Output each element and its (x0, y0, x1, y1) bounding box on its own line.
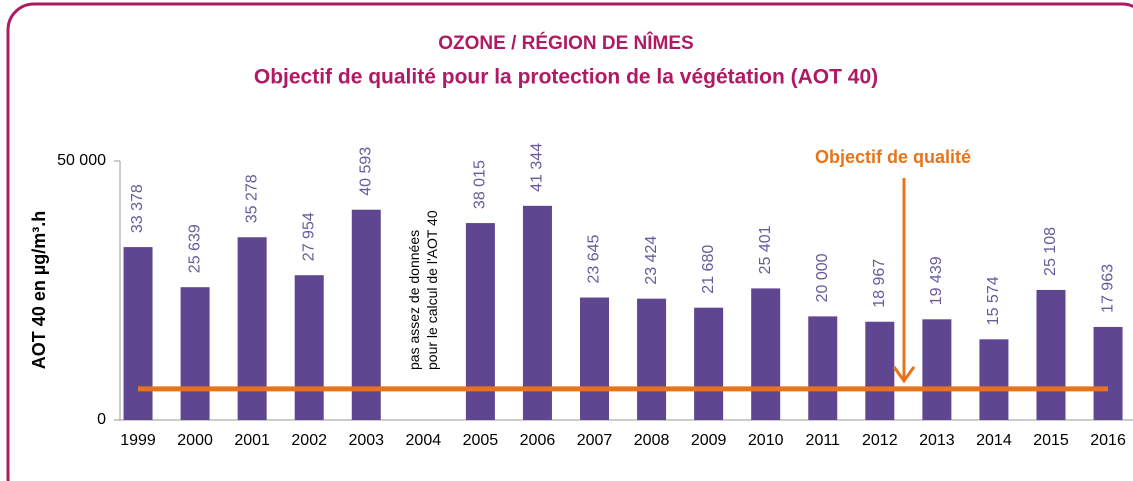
bar (922, 319, 952, 420)
frame (6, 2, 1133, 481)
value-label: 23 645 (586, 234, 603, 283)
value-label: 23 424 (643, 236, 660, 285)
bar (979, 339, 1009, 420)
x-tick-label: 2000 (177, 432, 213, 449)
bar (865, 321, 895, 420)
value-label: 33 378 (129, 184, 146, 233)
x-tick-label: 2005 (463, 432, 499, 449)
annotation: pas assez de données (406, 230, 422, 370)
chart-title: OZONE / RÉGION DE NÎMES (438, 32, 693, 54)
value-label: 41 344 (529, 143, 546, 192)
x-tick-label: 2008 (634, 432, 670, 449)
x-tick-label: 2014 (976, 432, 1012, 449)
value-label: 35 278 (243, 174, 260, 223)
value-label: 27 954 (300, 212, 317, 261)
x-tick-label: 2009 (691, 432, 727, 449)
bar (580, 297, 610, 420)
bar (751, 288, 781, 420)
bar (637, 298, 667, 420)
x-tick-label: 2010 (748, 432, 784, 449)
x-tick-label: 2004 (406, 432, 442, 449)
x-tick-label: 2006 (520, 432, 556, 449)
value-label: 38 015 (472, 160, 489, 209)
bar (1036, 289, 1066, 420)
bar (351, 209, 381, 420)
value-label: 25 108 (1042, 227, 1059, 276)
value-label: 25 401 (757, 225, 774, 274)
bar (123, 247, 153, 420)
value-label: 18 967 (871, 259, 888, 308)
x-tick-label: 2012 (862, 432, 898, 449)
bar (237, 237, 267, 420)
x-tick-label: 2001 (234, 432, 270, 449)
y-tick-label: 0 (97, 411, 106, 428)
bar (694, 307, 724, 420)
x-tick-label: 1999 (120, 432, 156, 449)
x-tick-label: 2013 (919, 432, 955, 449)
value-label: 40 593 (357, 147, 374, 196)
value-label: 25 639 (186, 224, 203, 273)
annotation: pour le calcul de l'AOT 40 (424, 210, 440, 370)
value-label: 20 000 (814, 253, 831, 302)
value-label: 21 680 (700, 245, 717, 294)
x-tick-label: 2016 (1090, 432, 1126, 449)
target-arrowhead (892, 366, 916, 384)
chart-subtitle: Objectif de qualité pour la protection d… (254, 66, 878, 89)
x-tick-label: 2002 (291, 432, 327, 449)
x-tick-label: 2011 (806, 432, 841, 449)
bar (808, 316, 838, 420)
bar (180, 287, 210, 420)
value-label: 15 574 (985, 276, 1002, 325)
value-label: 17 963 (1099, 264, 1116, 313)
bar (522, 205, 552, 420)
x-tick-label: 2003 (348, 432, 384, 449)
x-tick-label: 2015 (1033, 432, 1069, 449)
y-axis-label: AOT 40 en µg/m³.h (29, 211, 49, 369)
bar (294, 275, 324, 420)
value-label: 19 439 (928, 256, 945, 305)
y-tick-label: 50 000 (57, 152, 106, 169)
target-label: Objectif de qualité (815, 147, 971, 167)
bar (1093, 326, 1123, 420)
x-tick-label: 2007 (577, 432, 613, 449)
